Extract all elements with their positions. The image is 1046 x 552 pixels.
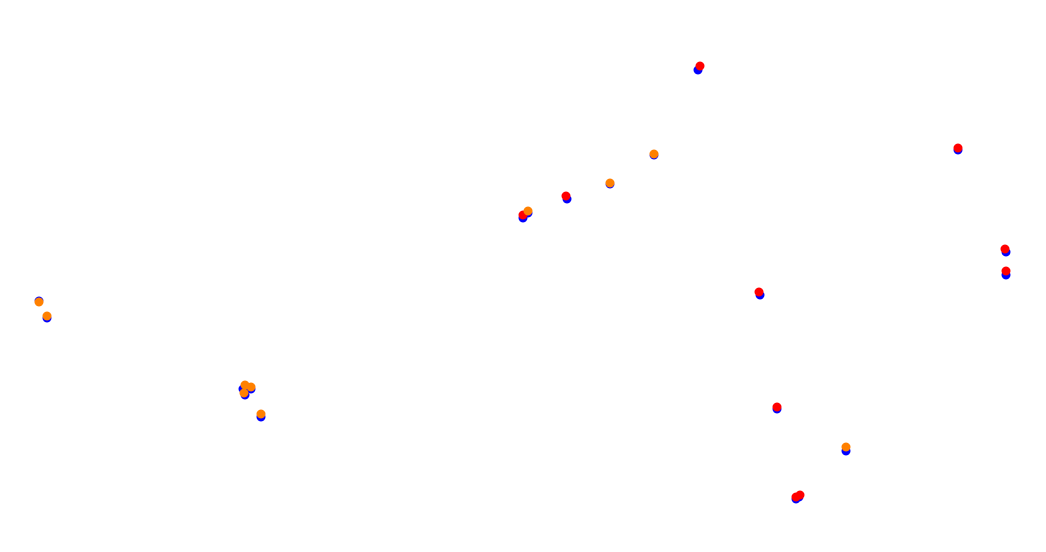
point [1000,244,1010,254]
point [561,191,571,201]
point [795,490,805,500]
point [772,402,782,412]
point [695,61,705,71]
point [246,382,256,392]
point [42,311,52,321]
point [256,409,266,419]
point [605,178,615,188]
point [34,297,44,307]
point [841,442,851,452]
point [239,388,249,398]
point [523,206,533,216]
point [649,149,659,159]
point [953,143,963,153]
point [1001,266,1011,276]
point [754,287,764,297]
